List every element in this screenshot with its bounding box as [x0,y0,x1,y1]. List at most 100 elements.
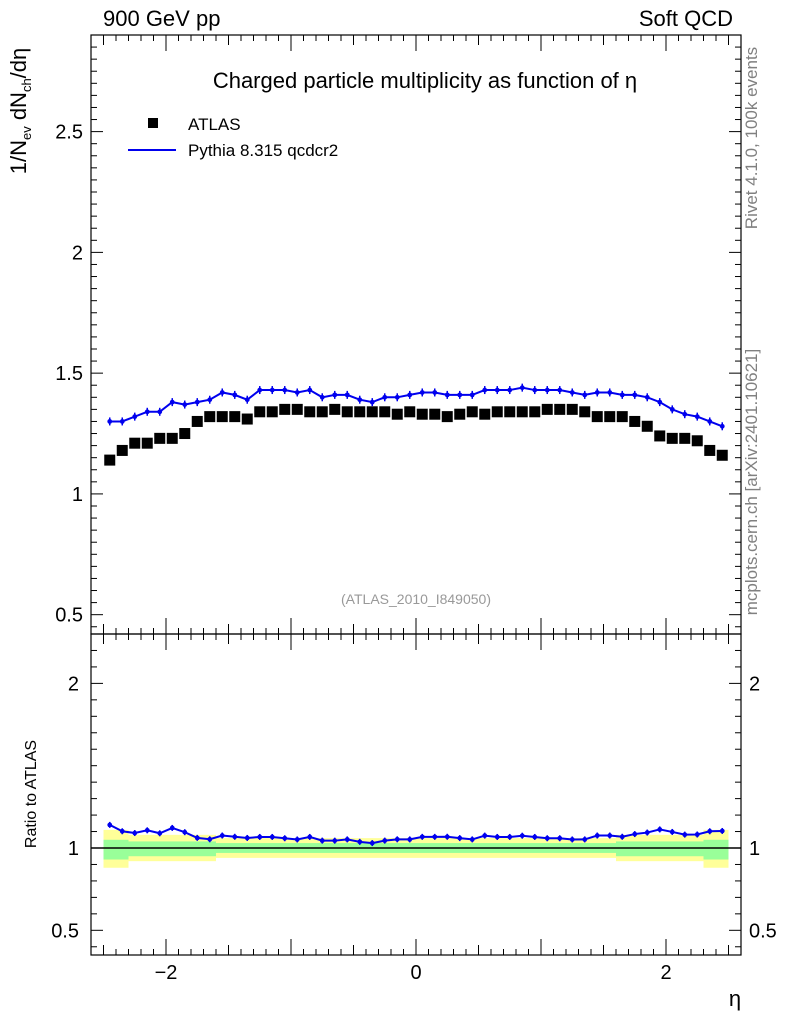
pythia-data-point [682,411,688,417]
pythia-data-point [607,390,613,395]
atlas-data-point [379,406,391,418]
y-tick-label: 1 [72,484,83,506]
ratio-point [319,838,325,844]
atlas-data-point [266,406,278,418]
ratio-point [657,827,663,832]
ratio-point [432,834,438,840]
ratio-point [269,834,275,840]
ratio-y-tick-label: 2 [749,673,760,695]
ratio-point [407,837,413,842]
pythia-data-point [257,387,263,393]
pythia-data-point [282,387,288,393]
atlas-data-point [554,403,566,415]
pythia-data-point [419,390,425,395]
ratio-point [169,825,175,831]
ratio-point [544,835,550,841]
pythia-data-point [707,419,713,424]
pythia-data-point [157,409,163,415]
atlas-data-point [241,413,253,425]
ratio-point [107,822,113,828]
atlas-data-point [341,406,353,418]
ratio-point [382,838,388,844]
atlas-data-point [216,411,228,423]
ratio-point [282,835,288,841]
ratio-y-tick-label: 0.5 [749,920,777,942]
pythia-data-point [219,390,225,395]
pythia-data-point [382,394,388,400]
pythia-data-point [169,399,175,405]
pythia-data-point [494,387,500,393]
atlas-data-point [354,406,366,418]
pythia-data-point [619,392,625,398]
atlas-data-point [604,411,616,423]
ratio-point [557,835,563,841]
atlas-data-point [229,411,241,423]
y-tick-label: 2 [72,242,83,264]
pythia-data-point [344,392,350,398]
pythia-data-point [469,392,475,398]
ratio-point [119,828,125,834]
pythia-data-point [332,392,338,398]
ratio-point [344,837,350,842]
atlas-data-point [629,415,641,427]
ratio-y-tick-label: 1 [68,838,79,860]
pythia-data-point [557,387,563,393]
atlas-data-point [154,432,166,444]
atlas-data-point [616,411,628,423]
ratio-y-tick-label: 2 [68,673,79,695]
atlas-data-point [466,406,478,418]
ratio-point [257,834,263,840]
atlas-data-point [179,428,191,440]
ratio-point [694,832,700,837]
pythia-data-point [232,392,238,398]
atlas-data-point [116,444,128,456]
header-right-label: Soft QCD [638,6,733,31]
atlas-data-point [404,406,416,418]
pythia-data-point [407,392,413,398]
atlas-data-point [329,403,341,415]
atlas-data-point [516,406,528,418]
ratio-point [194,835,200,841]
ratio-point [357,839,363,845]
pythia-data-point [569,390,575,395]
ratio-point [482,833,488,839]
atlas-data-point [454,408,466,420]
atlas-data-point [104,454,116,466]
ratio-band-green [703,839,729,860]
x-axis-title: η [729,986,741,1011]
legend-atlas-label: ATLAS [188,115,241,134]
pythia-data-point [357,397,363,403]
chart-title: Charged particle multiplicity as functio… [213,68,637,93]
ratio-band-green [103,839,129,860]
ratio-band-green [616,841,704,857]
pythia-data-point [644,394,650,400]
ratio-point [244,835,250,841]
legend-pythia-label: Pythia 8.315 qcdcr2 [188,141,338,160]
atlas-data-point [291,403,303,415]
atlas-data-point [141,437,153,449]
pythia-data-point [244,397,250,403]
y-axis-title: 1/Nev dNch/dη [6,48,34,175]
atlas-data-point [679,432,691,444]
ratio-point [182,829,188,835]
atlas-data-point [566,403,578,415]
pythia-data-point [444,392,450,398]
pythia-data-point [632,392,638,398]
ratio-point [444,834,450,840]
ratio-point [307,834,313,840]
pythia-data-point [319,394,325,400]
ratio-point [682,832,688,838]
ratio-point [394,836,400,842]
legend-atlas-marker [148,118,158,128]
pythia-data-point [544,387,550,393]
atlas-data-point [191,415,203,427]
x-tick-label: 2 [660,962,671,984]
ratio-point [457,835,463,841]
ratio-point [719,828,725,834]
pythia-data-point [269,387,275,393]
atlas-data-point [666,432,678,444]
ratio-point [607,833,613,838]
pythia-data-point [107,419,113,424]
pythia-data-point [119,419,125,424]
